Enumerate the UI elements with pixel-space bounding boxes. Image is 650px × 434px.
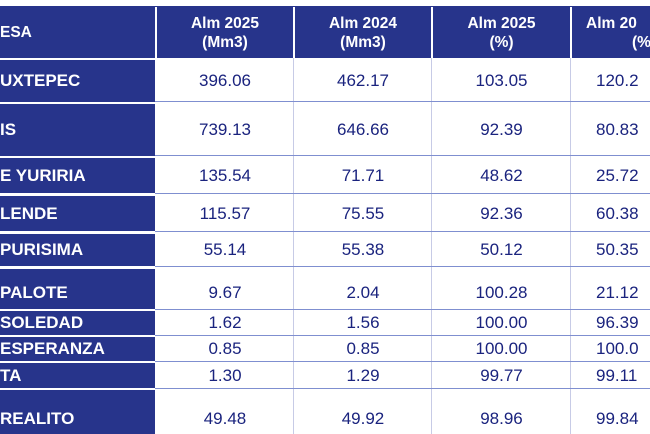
table-cell: 99.77 xyxy=(480,365,523,385)
header-cell-alm2024-pct: Alm 20 (%) xyxy=(572,7,650,58)
table-cell: 0.85 xyxy=(208,339,242,358)
header-line2: (%) xyxy=(632,33,650,51)
row-name-cell: PALOTE xyxy=(0,269,155,309)
row-name-cell: UXTEPEC xyxy=(0,60,155,102)
table-cell: 99.84 xyxy=(596,409,639,428)
column-divider xyxy=(293,58,294,434)
header-line1: Alm 2025 xyxy=(467,14,536,32)
row-divider xyxy=(155,231,650,232)
table-cell: 1.29 xyxy=(346,365,380,385)
table-cell: 100.00 xyxy=(475,313,528,332)
row-name-cell: IS xyxy=(0,104,155,156)
header-name-label: ESA xyxy=(0,24,32,41)
row-name-cell: ESPERANZA xyxy=(0,337,155,361)
table-cell: 60.38 xyxy=(596,203,639,223)
table-cell: 80.83 xyxy=(596,120,639,139)
table-cell: 92.39 xyxy=(480,120,523,139)
table-cell: 1.30 xyxy=(208,365,242,385)
row-name-cell: SOLEDAD xyxy=(0,311,155,335)
header-line2: (Mm3) xyxy=(340,33,386,51)
header-line1: Alm 2025 xyxy=(190,14,260,32)
row-divider xyxy=(155,388,650,389)
column-divider xyxy=(431,58,432,434)
table-cell: 49.48 xyxy=(203,409,247,428)
header-line1: Alm 2024 xyxy=(328,14,398,32)
row-divider xyxy=(155,309,650,310)
row-divider xyxy=(155,335,650,336)
table-cell: 100.0 xyxy=(596,339,639,358)
row-name-cell: E YURIRIA xyxy=(0,158,155,193)
table-cell: 71.71 xyxy=(341,165,385,185)
row-name-cell: LENDE xyxy=(0,196,155,231)
table-cell: 50.12 xyxy=(480,240,523,259)
table-cell: 135.54 xyxy=(199,165,251,185)
table-cell: 75.55 xyxy=(341,203,385,223)
table-cell: 49.92 xyxy=(341,409,385,428)
row-name-cell: PURISIMA xyxy=(0,234,155,266)
table-cell: 50.35 xyxy=(596,240,639,259)
table-cell: 120.2 xyxy=(596,71,639,90)
header-cell-alm2025-pct: Alm 2025 (%) xyxy=(433,7,570,58)
row-divider xyxy=(155,266,650,267)
header-cell-alm2024-mm3: Alm 2024 (Mm3) xyxy=(295,7,431,58)
table-cell: 55.38 xyxy=(341,240,385,259)
table-cell: 2.04 xyxy=(346,283,380,302)
table-cell: 9.67 xyxy=(208,283,242,302)
table-cell: 25.72 xyxy=(596,165,639,185)
table-cell: 115.57 xyxy=(199,203,251,223)
table-top-border xyxy=(0,6,650,7)
table-cell: 48.62 xyxy=(480,165,523,185)
row-name-cell: TA xyxy=(0,363,155,388)
table-cell: 1.56 xyxy=(346,313,380,332)
table-cell: 99.11 xyxy=(596,365,638,385)
row-divider xyxy=(155,101,650,102)
table-cell: 100.00 xyxy=(475,339,528,358)
header-line1: Alm 20 xyxy=(586,14,637,32)
table-cell: 92.36 xyxy=(480,203,523,223)
row-divider xyxy=(155,155,650,156)
table-cell: 646.66 xyxy=(337,120,389,139)
table-cell: 462.17 xyxy=(337,71,389,90)
table-cell: 0.85 xyxy=(346,339,380,358)
table-cell: 55.14 xyxy=(203,240,247,259)
row-divider xyxy=(155,361,650,362)
row-divider xyxy=(155,193,650,194)
table-cell: 100.28 xyxy=(475,283,528,302)
table-cell: 739.13 xyxy=(199,120,251,139)
table-cell: 103.05 xyxy=(475,71,528,90)
column-divider xyxy=(570,58,571,434)
table-cell: 21.12 xyxy=(596,283,639,302)
header-cell-name: ESA xyxy=(0,7,155,58)
table-cell: 98.96 xyxy=(480,409,523,428)
header-line2: (%) xyxy=(489,33,514,51)
header-cell-alm2025-mm3: Alm 2025 (Mm3) xyxy=(157,7,293,58)
table-cell: 96.39 xyxy=(596,313,639,332)
header-line2: (Mm3) xyxy=(202,33,248,51)
table-cell: 1.62 xyxy=(208,313,242,332)
table-cell: 396.06 xyxy=(199,71,251,90)
row-name-cell: REALITO xyxy=(0,390,155,434)
